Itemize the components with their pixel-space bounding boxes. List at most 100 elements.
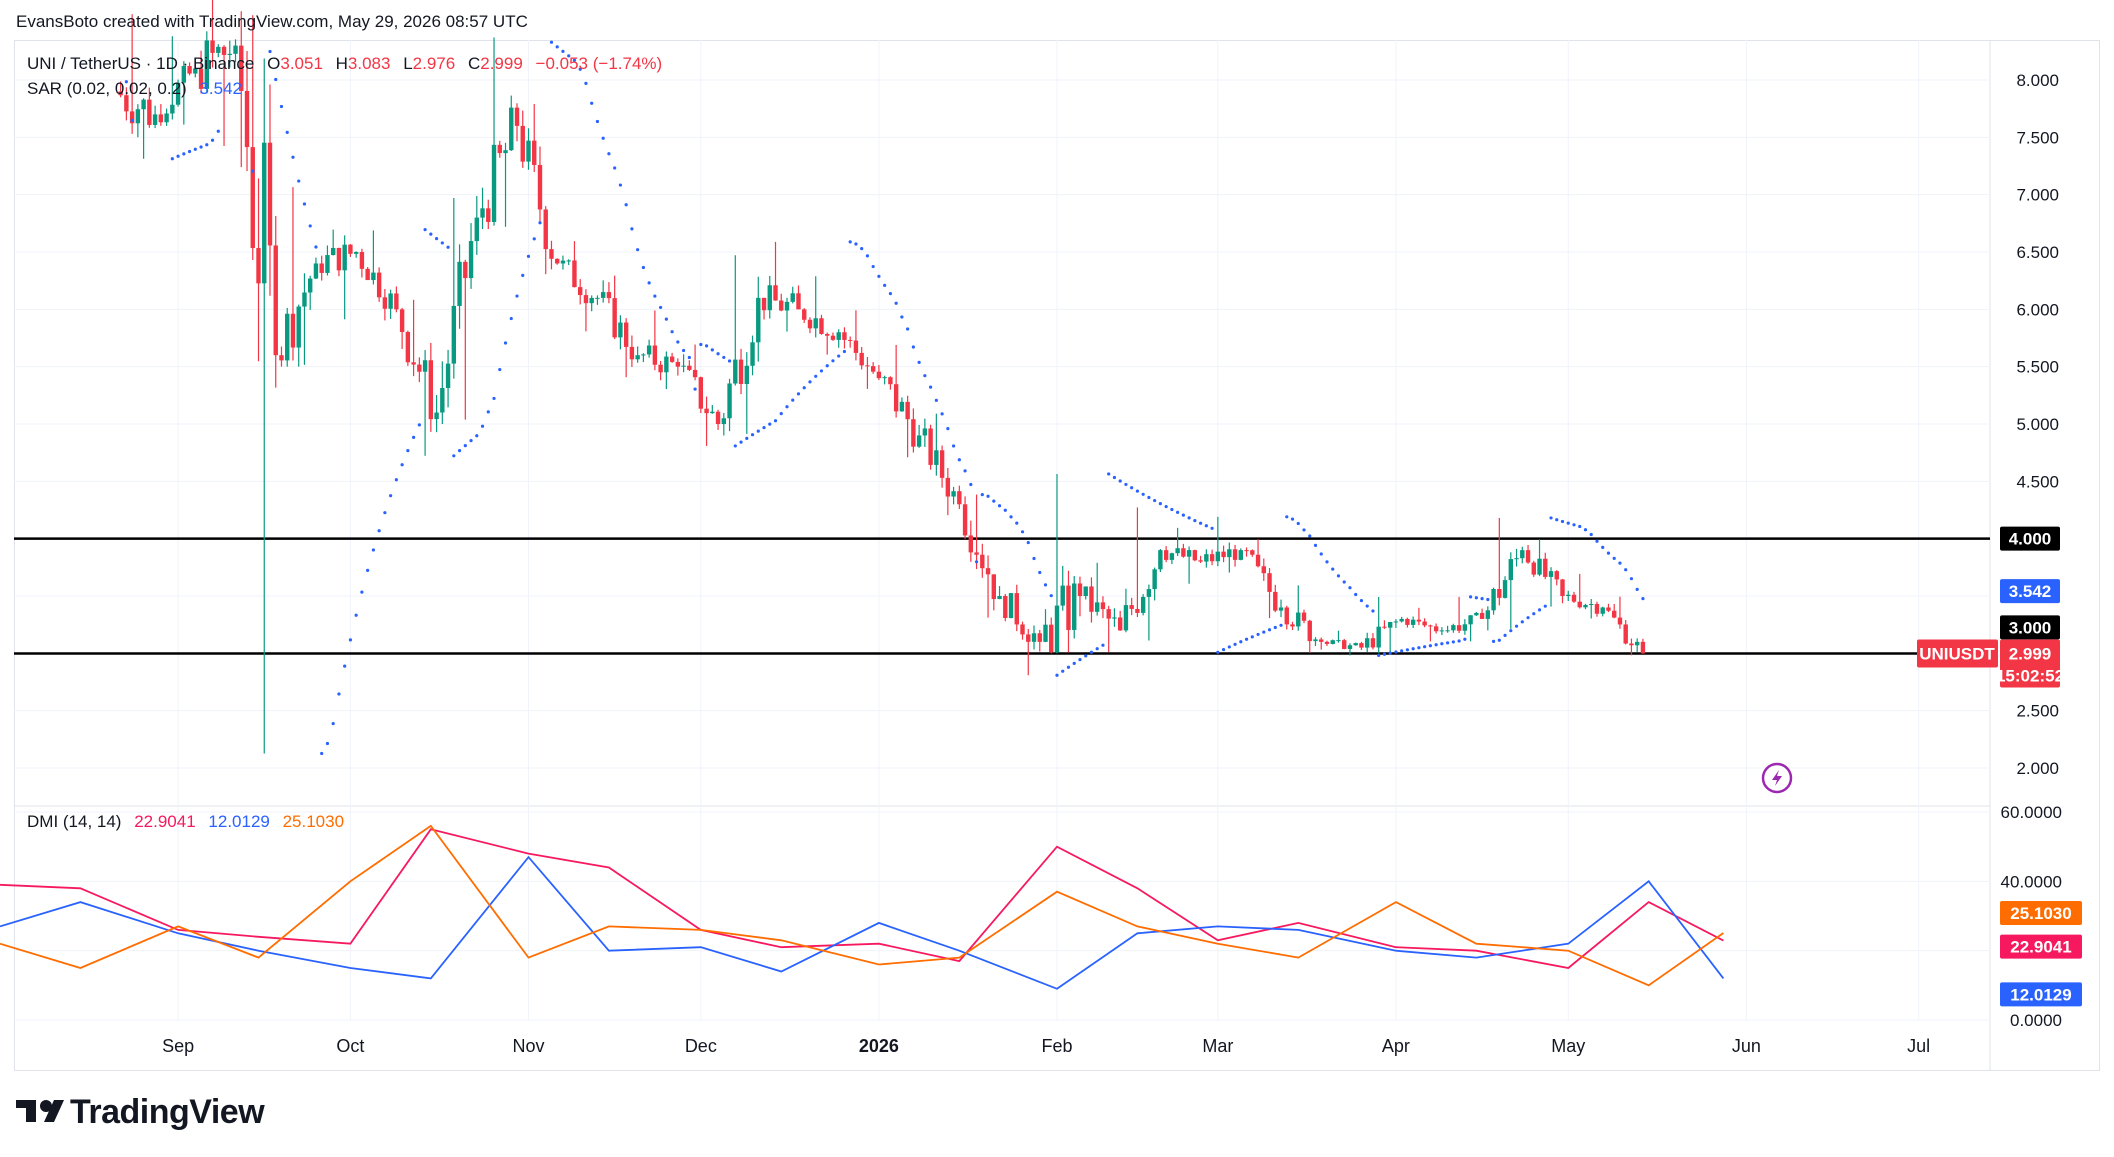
candle-body xyxy=(733,359,738,384)
sar-dot xyxy=(1400,649,1404,653)
candle-body xyxy=(1112,617,1117,619)
sar-dot xyxy=(182,152,186,156)
symbol-title[interactable]: UNI / TetherUS · 1D · Binance xyxy=(27,54,255,73)
candle-body xyxy=(779,300,784,311)
sar-dot xyxy=(704,344,709,348)
candle-body xyxy=(1020,624,1025,635)
sar-dot xyxy=(687,355,691,360)
candle-body xyxy=(802,309,807,320)
sar-dot xyxy=(1239,640,1243,644)
sar-dot xyxy=(1061,669,1065,673)
time-axis-labels: Sep Oct Nov Dec 2026 Feb Mar Apr May Jun Jul xyxy=(162,1036,1930,1056)
candle-body xyxy=(262,142,267,284)
sar-dot xyxy=(1423,645,1427,649)
sar-dot xyxy=(733,444,737,448)
candle-body xyxy=(1135,608,1140,613)
sar-dot xyxy=(1377,653,1381,658)
candle-body xyxy=(376,272,382,298)
candle-body xyxy=(1072,583,1077,630)
candle-body xyxy=(1175,548,1180,554)
sar-dot xyxy=(1285,515,1289,519)
candle-body xyxy=(1422,621,1427,626)
sar-dot xyxy=(1417,646,1421,650)
sar-dot xyxy=(1043,583,1048,587)
sar-dot xyxy=(176,154,180,158)
candle-body xyxy=(1531,562,1536,575)
candle-body xyxy=(152,114,158,125)
candle-body xyxy=(721,418,727,424)
candle-body xyxy=(1347,645,1353,649)
candle-body xyxy=(1307,620,1312,642)
sar-dot xyxy=(641,265,645,270)
candle-body xyxy=(279,355,284,361)
candle-body xyxy=(1060,585,1065,606)
candle-body xyxy=(1140,596,1146,613)
candle-body xyxy=(974,552,979,555)
candle-body xyxy=(1244,550,1249,552)
sar-dot xyxy=(980,492,984,497)
sar-dot xyxy=(917,360,921,365)
lightning-icon[interactable] xyxy=(1761,762,1793,794)
sar-dot xyxy=(302,202,307,206)
sar-dot xyxy=(819,369,824,373)
candle-body xyxy=(623,322,629,347)
sar-dot xyxy=(1572,523,1576,527)
sar-dot xyxy=(1543,604,1547,608)
sar-dot xyxy=(1112,475,1117,480)
candle-body xyxy=(692,369,698,378)
candle-body xyxy=(1221,551,1226,558)
sar-dot xyxy=(1336,574,1341,578)
sar-dot xyxy=(1233,642,1237,646)
sar-dot xyxy=(1055,673,1059,677)
sar-dot xyxy=(710,348,714,352)
sar-dot xyxy=(440,241,444,245)
candle-body xyxy=(382,297,388,309)
sar-dot xyxy=(366,568,370,572)
candle-body xyxy=(876,371,882,379)
candle-body xyxy=(422,360,428,372)
sar-dot xyxy=(1331,567,1335,571)
candle-body xyxy=(1508,559,1514,581)
candle-body xyxy=(1640,641,1646,654)
sar-dot xyxy=(831,359,835,363)
sar-dot xyxy=(412,435,416,439)
candle-body xyxy=(847,339,853,341)
candle-body xyxy=(899,401,905,412)
sar-dot xyxy=(555,45,559,49)
candle-body xyxy=(589,297,594,304)
sar-dot xyxy=(205,143,209,147)
candle-body xyxy=(1066,585,1071,630)
candle-body xyxy=(727,383,732,419)
candle-body xyxy=(549,249,554,259)
sar-dot xyxy=(1313,543,1318,547)
sar-dot xyxy=(1084,654,1088,658)
candle-body xyxy=(1336,640,1341,642)
candle-body xyxy=(1089,586,1094,612)
sar-dot xyxy=(670,330,674,334)
sar-dot xyxy=(1342,580,1346,584)
sar-dot xyxy=(1468,595,1473,599)
candle-body xyxy=(750,342,755,366)
sar-dot xyxy=(199,145,203,149)
candle-body xyxy=(1445,630,1450,632)
candle-body xyxy=(1008,593,1014,619)
candle-body xyxy=(939,450,945,478)
grid xyxy=(14,40,1990,1021)
candle-body xyxy=(1255,554,1261,567)
sar-dot xyxy=(1589,532,1593,537)
dmi-axis-label: 0.0000 xyxy=(2010,1011,2062,1030)
sar-dot xyxy=(434,236,439,241)
sar-dot xyxy=(1394,650,1398,654)
sar-legend-label[interactable]: SAR (0.02, 0.02, 0.2) xyxy=(27,79,187,98)
candle-body xyxy=(715,411,721,424)
dmi-legend-label[interactable]: DMI (14, 14) xyxy=(27,812,122,831)
sar-dot xyxy=(1474,596,1478,600)
sar-dot xyxy=(1451,640,1455,644)
sar-dot xyxy=(1555,518,1559,522)
badge-last-price: 2.999 xyxy=(2009,644,2052,663)
price-axis-label: 5.500 xyxy=(2016,358,2059,377)
candle-body xyxy=(503,150,508,154)
sar-dot xyxy=(946,427,950,431)
price-axis-label: 7.000 xyxy=(2016,186,2059,205)
sar-dot xyxy=(1158,501,1162,506)
